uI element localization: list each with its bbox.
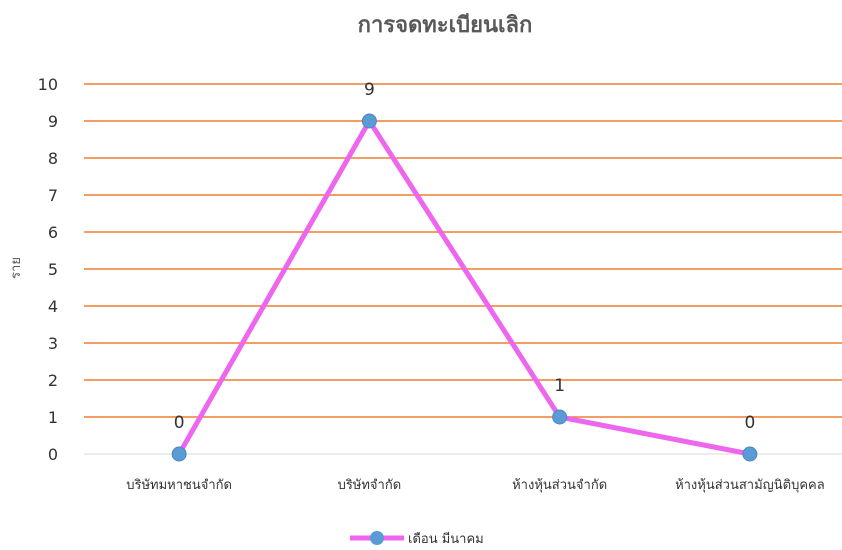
data-point (171, 446, 187, 462)
chart-title: การจดทะเบียนเลิก (358, 13, 533, 38)
y-tick-label: 10 (38, 75, 58, 94)
legend: เดือน มีนาคม (350, 531, 484, 547)
y-tick-label: 1 (48, 408, 58, 427)
data-point (742, 446, 758, 462)
data-label: 9 (364, 80, 375, 100)
data-point (361, 113, 377, 129)
series (171, 113, 758, 462)
x-axis-ticks: บริษัทมหาชนจำกัด บริษัทจำกัด ห้างหุ้นส่วนจ… (126, 478, 824, 493)
y-axis-ticks: 0 1 2 3 4 5 6 7 8 9 10 (38, 75, 58, 464)
y-tick-label: 7 (48, 186, 58, 205)
y-tick-label: 6 (48, 223, 58, 242)
y-tick-label: 3 (48, 334, 58, 353)
data-label: 0 (744, 413, 755, 433)
x-tick-label: ห้างหุ้นส่วนสามัญนิติบุคคล (675, 478, 825, 493)
y-tick-label: 5 (48, 260, 58, 279)
legend-marker-swatch (370, 531, 384, 545)
data-label: 1 (554, 376, 565, 396)
x-tick-label: บริษัทมหาชนจำกัด (126, 478, 232, 493)
x-tick-label: ห้างหุ้นส่วนจำกัด (512, 478, 607, 493)
y-tick-label: 2 (48, 371, 58, 390)
y-tick-label: 4 (48, 297, 58, 316)
legend-entry: เดือน มีนาคม (408, 531, 484, 547)
y-tick-label: 9 (48, 112, 58, 131)
data-label: 0 (174, 413, 185, 433)
series-line (176, 118, 751, 457)
y-tick-label: 0 (48, 445, 58, 464)
x-tick-label: บริษัทจำกัด (338, 478, 402, 493)
y-tick-label: 8 (48, 149, 58, 168)
data-labels: 0 9 1 0 (174, 80, 756, 433)
y-axis-label: ราย (9, 257, 24, 279)
data-point (552, 409, 568, 425)
